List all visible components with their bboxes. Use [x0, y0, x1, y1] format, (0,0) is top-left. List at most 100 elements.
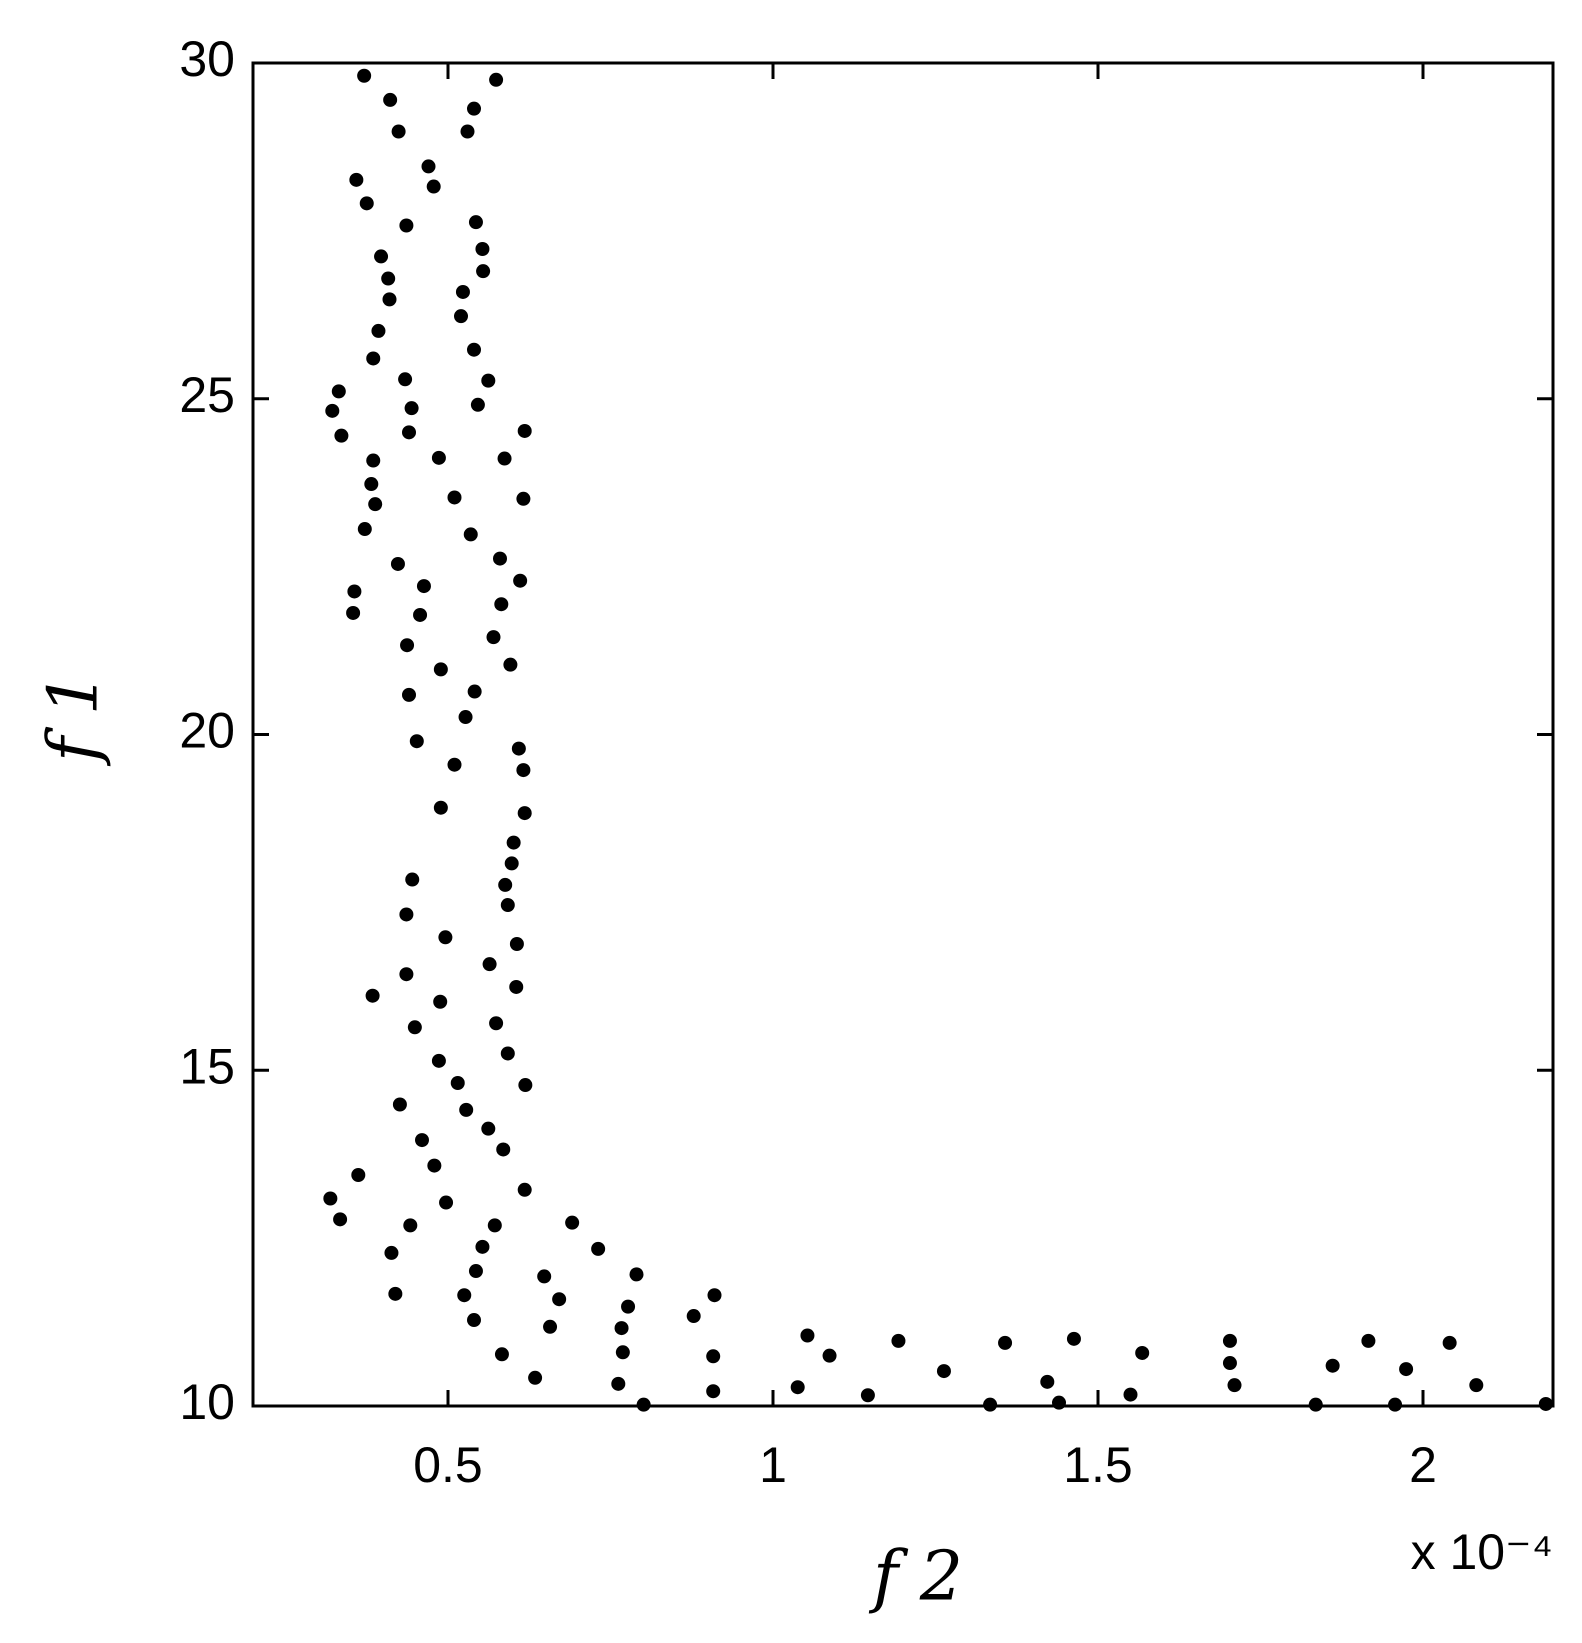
y-tick-label: 10	[179, 1374, 235, 1430]
point	[374, 249, 389, 264]
point	[615, 1345, 630, 1360]
point	[459, 1102, 474, 1117]
point	[351, 1168, 366, 1183]
x-tick-label: 0.5	[413, 1437, 483, 1493]
point	[800, 1328, 815, 1343]
point	[438, 930, 453, 945]
point	[392, 1097, 407, 1112]
point	[388, 1286, 403, 1301]
point	[402, 425, 416, 440]
point	[500, 1046, 515, 1061]
point	[496, 1142, 511, 1157]
point	[1222, 1356, 1237, 1371]
point	[486, 630, 501, 645]
point	[706, 1384, 721, 1399]
point	[591, 1241, 606, 1256]
point	[384, 1245, 399, 1260]
point	[458, 710, 473, 725]
point	[439, 1195, 454, 1210]
point	[517, 423, 532, 438]
point	[500, 898, 515, 913]
x-tick-label: 1	[759, 1437, 787, 1493]
point	[467, 101, 481, 116]
point	[460, 124, 475, 139]
point	[415, 1133, 429, 1148]
point	[1399, 1362, 1414, 1377]
point	[509, 979, 524, 994]
point	[1066, 1331, 1081, 1346]
point	[365, 988, 380, 1003]
point	[707, 1288, 722, 1303]
point	[1442, 1335, 1457, 1350]
point	[565, 1215, 580, 1230]
point	[399, 967, 414, 982]
point	[454, 309, 468, 324]
point	[498, 877, 513, 892]
point	[366, 453, 381, 468]
point	[381, 271, 396, 286]
point	[475, 242, 490, 257]
point	[517, 1182, 532, 1197]
point	[790, 1380, 805, 1395]
point	[537, 1269, 552, 1284]
point	[481, 373, 496, 388]
y-tick-label: 15	[179, 1038, 235, 1094]
point	[404, 401, 419, 416]
point	[936, 1364, 951, 1379]
point	[359, 196, 374, 211]
point	[506, 835, 521, 850]
point	[450, 1076, 465, 1091]
x-tick-label: 2	[1409, 1437, 1437, 1493]
point	[333, 1212, 348, 1227]
y-axis-label: f 1	[35, 672, 114, 767]
point	[447, 490, 462, 505]
point	[405, 872, 420, 887]
point	[357, 68, 372, 83]
point	[368, 497, 383, 512]
point	[349, 172, 364, 187]
point	[323, 1191, 338, 1206]
point	[1308, 1397, 1323, 1412]
point	[347, 584, 362, 599]
point	[426, 179, 441, 194]
point	[1052, 1395, 1066, 1410]
point	[516, 763, 531, 778]
point	[983, 1397, 998, 1412]
point	[1388, 1397, 1403, 1412]
point	[357, 522, 372, 537]
point	[509, 937, 524, 952]
point	[1040, 1374, 1055, 1389]
point	[399, 218, 414, 233]
point	[513, 573, 528, 588]
point	[493, 551, 507, 566]
point	[1123, 1387, 1138, 1402]
point	[334, 428, 349, 443]
point	[822, 1348, 837, 1363]
point	[1222, 1333, 1237, 1348]
point	[611, 1376, 626, 1391]
point	[331, 384, 346, 399]
point	[391, 124, 406, 139]
point	[468, 1264, 483, 1279]
point	[706, 1349, 721, 1364]
point	[1469, 1378, 1484, 1393]
point	[463, 527, 478, 542]
point	[366, 351, 381, 366]
point	[402, 687, 416, 702]
point	[400, 638, 415, 653]
point	[431, 450, 446, 465]
point	[518, 1078, 533, 1093]
point	[1135, 1345, 1150, 1360]
point	[433, 800, 448, 815]
point	[621, 1299, 636, 1314]
point	[629, 1267, 644, 1282]
point	[399, 907, 414, 922]
point	[346, 605, 361, 620]
point	[383, 92, 398, 107]
point	[457, 1288, 472, 1303]
point	[494, 1347, 509, 1362]
point	[497, 451, 512, 466]
point	[487, 1218, 502, 1233]
